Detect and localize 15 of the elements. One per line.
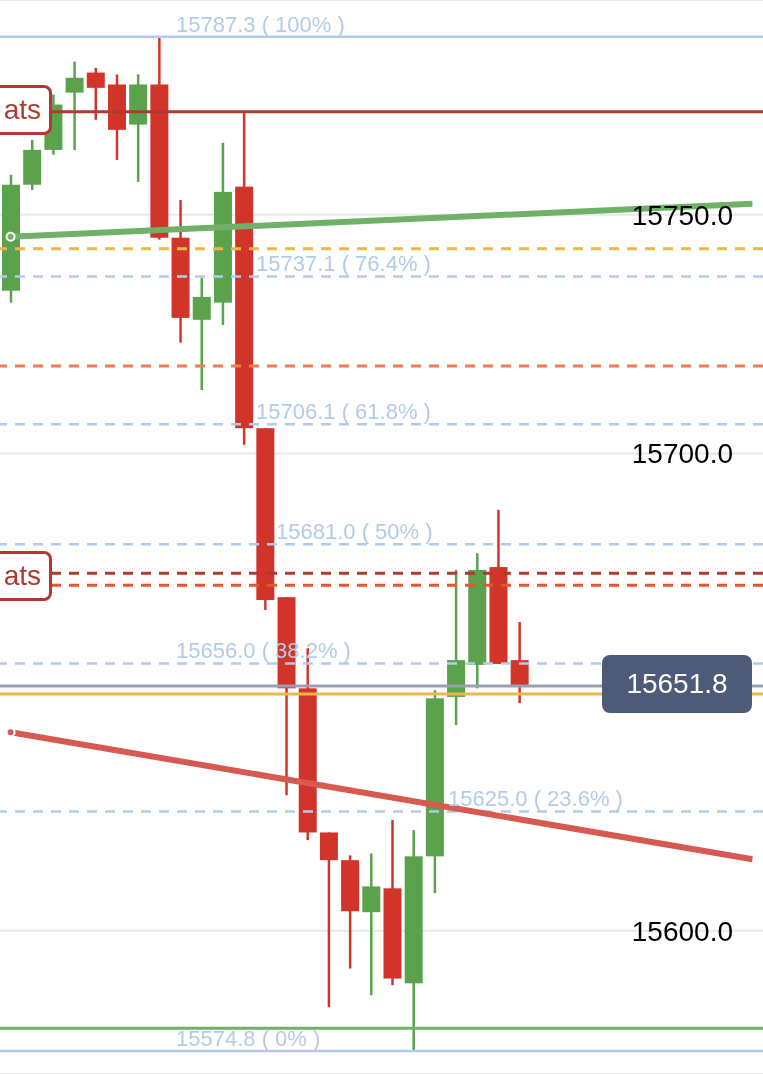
annotation: ats xyxy=(0,85,52,135)
y-tick-label: 15600.0 xyxy=(631,915,733,947)
candlestick xyxy=(192,276,211,392)
candlestick xyxy=(86,66,105,122)
ref-line-label: 15787.3 ( 100% ) xyxy=(176,11,345,37)
annotation: 15651.8 xyxy=(602,654,752,713)
ref-line-label: 15681.0 ( 50% ) xyxy=(276,519,433,545)
y-tick-label: 15700.0 xyxy=(631,438,733,470)
ref-line-label: 15737.1 ( 76.4% ) xyxy=(256,251,431,277)
candlestick xyxy=(65,60,84,152)
ref-line-label: 15574.8 ( 0% ) xyxy=(176,1026,321,1052)
y-tick-label: 15750.0 xyxy=(631,199,733,231)
ref-line-label: 15706.1 ( 61.8% ) xyxy=(256,399,431,425)
ref-line-label: 15625.0 ( 23.6% ) xyxy=(448,786,623,812)
annotation: ats xyxy=(0,551,52,601)
